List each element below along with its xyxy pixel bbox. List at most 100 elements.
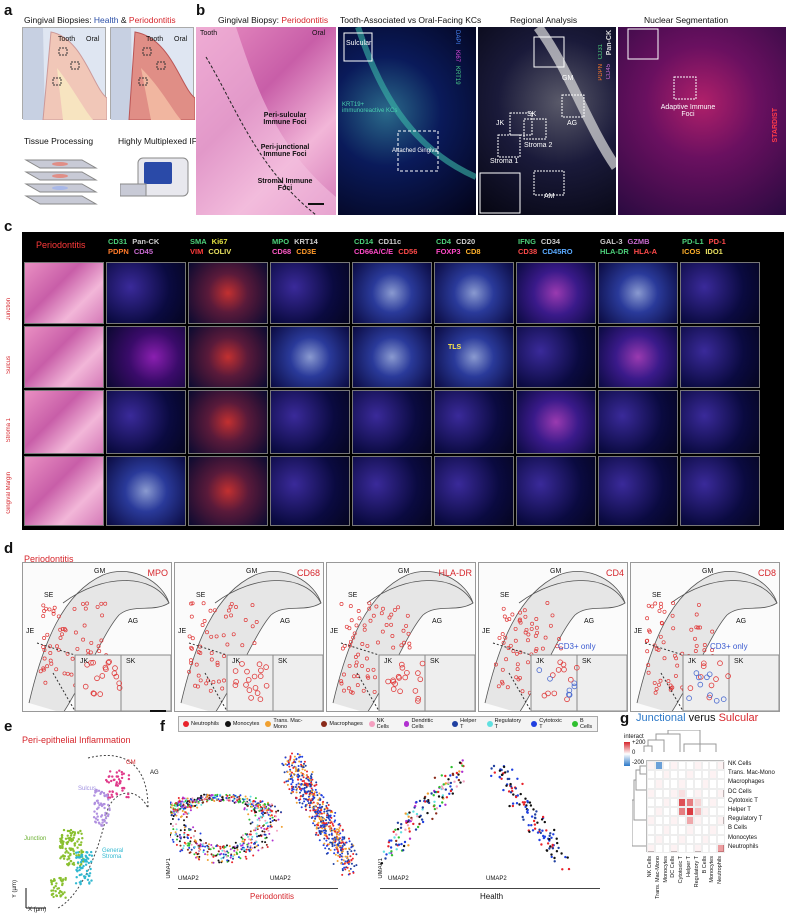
d-gm-label: GM (702, 568, 714, 575)
region-stroma1: Stroma 1 (490, 158, 519, 165)
legend-label: Cytotoxic T (539, 718, 562, 730)
g-legend-title: interact (624, 734, 644, 740)
legend-label: NK Cells (376, 718, 389, 730)
g-title: Junctional verus Sulcular (636, 712, 759, 724)
f-umap2-label-4: UMAP2 (486, 876, 507, 882)
g-col-label: Regulatory T (693, 856, 700, 888)
g-row-label: NK Cells (728, 761, 752, 767)
marker-label: CD3E (296, 247, 317, 256)
heatmap-cell (647, 834, 655, 844)
marker-label: ICOS (682, 247, 701, 256)
heatmap-cell (647, 779, 655, 789)
e-junction-label: Junction (24, 836, 47, 842)
heatmap-cell (670, 843, 679, 853)
c-if-tile (270, 262, 350, 324)
heatmap-cell (662, 797, 671, 807)
d-marker-label: MPO (147, 568, 168, 578)
c-if-tile (680, 262, 760, 324)
region-stroma2: Stroma 2 (524, 142, 553, 149)
c-if-tile (516, 262, 596, 324)
e-sulcus-label: Sulcus (78, 786, 97, 792)
c-header-row1: CD14 CD11c (354, 237, 434, 247)
c-if-tile (106, 326, 186, 388)
tls-label: TLS (448, 344, 462, 351)
g-legend-bar (624, 742, 630, 766)
heatmap-cell (686, 816, 694, 826)
heatmap-cell (654, 779, 663, 789)
multiplexed-if-label: Highly Multiplexed IF (118, 136, 197, 146)
c-if-tile (352, 326, 432, 388)
heatmap-cell (654, 834, 663, 844)
g-row-label: Helper T (728, 807, 751, 813)
d-jk-label: JK (384, 658, 393, 665)
c-header-row1: IFNG CD34 (518, 237, 598, 247)
c-if-tile (598, 390, 678, 454)
g-row-label: DC Cells (728, 788, 752, 795)
c-if-tile (270, 326, 350, 388)
f-umap-plots (170, 752, 571, 876)
marker-label: CD31 (108, 237, 128, 246)
d-scale-bar (150, 710, 166, 712)
he-biopsy-image (196, 27, 336, 216)
marker-label: PD-L1 (682, 237, 704, 246)
f-legend: Neutrophils Monocytes Trans. Mac-Mono Macro… (178, 716, 598, 732)
d-gm-label: GM (94, 568, 106, 575)
heatmap-cell (709, 788, 718, 798)
heatmap-cell (701, 825, 710, 835)
kc-if-image (338, 26, 478, 215)
marker-label: HLA-A (633, 247, 658, 256)
c-if-tile (352, 262, 432, 324)
heatmap-cell (654, 761, 663, 771)
marker-label: CD66A/C/E (354, 247, 394, 256)
heatmap-cell (701, 797, 710, 807)
panel-c-label: c (4, 218, 13, 235)
c-if-tile (188, 456, 268, 526)
legend-swatch (572, 721, 578, 727)
marker-label: IDO1 (705, 247, 723, 256)
c-header-row2: CD66A/C/E CD56 (354, 247, 434, 257)
f-legend-item: NK Cells (368, 718, 398, 730)
d-map-panel (326, 562, 476, 712)
heatmap-cell (701, 807, 710, 817)
heatmap-cell (686, 834, 694, 844)
e-general-label: General Stroma (102, 848, 124, 860)
legend-swatch (224, 721, 231, 727)
c-header-row2: PDPN CD45 (108, 247, 188, 257)
e-ag-label: AG (150, 770, 159, 776)
heatmap-cell (662, 788, 671, 798)
panel-f-label: f (160, 718, 165, 735)
g-row-label: Monocytes (728, 834, 758, 841)
heatmap-cell (647, 807, 655, 817)
g-legend-plus: +200 (632, 740, 646, 746)
ki67-label: Ki67 (454, 50, 460, 63)
marker-label: SMA (190, 237, 207, 246)
heatmap-cell (654, 825, 663, 835)
panel-a-title: Gingival Biopsies: Health & Periodontiti… (24, 15, 176, 25)
d-jk-label: JK (232, 658, 241, 665)
heatmap-cell (717, 825, 725, 835)
c-header-5: IFNG CD34 CD38 CD45RO (518, 237, 598, 257)
heatmap-cell (670, 779, 679, 789)
region-sk: SK (527, 111, 537, 118)
f-umap2-label-2: UMAP2 (270, 876, 291, 882)
nuclear-segmentation-image (618, 27, 786, 215)
health-tooth-label: Tooth (58, 36, 76, 43)
legend-swatch (452, 721, 459, 727)
legend-label: Regulatory T (494, 718, 522, 730)
c-header-row1: PD-L1 PD-1 (682, 237, 762, 247)
heatmap-cell (678, 834, 686, 844)
legend-swatch (265, 721, 272, 727)
marker-label: Ki67 (211, 237, 228, 246)
marker-label: CD45 (133, 247, 154, 256)
f-legend-item: Cytotoxic T (531, 718, 566, 730)
c-header-row1: SMA Ki67 (190, 237, 270, 247)
heatmap-cell (678, 816, 686, 826)
marker-label: IFNG (518, 237, 536, 246)
heatmap-cell (647, 843, 655, 853)
c-header-6: GAL-3 GZMB HLA-DR HLA-A (600, 237, 680, 257)
c-if-tile (188, 390, 268, 454)
heatmap-cell (670, 788, 679, 798)
d-ag-label: AG (128, 618, 139, 625)
heatmap-cell (662, 834, 671, 844)
region-jk: JK (496, 120, 505, 127)
